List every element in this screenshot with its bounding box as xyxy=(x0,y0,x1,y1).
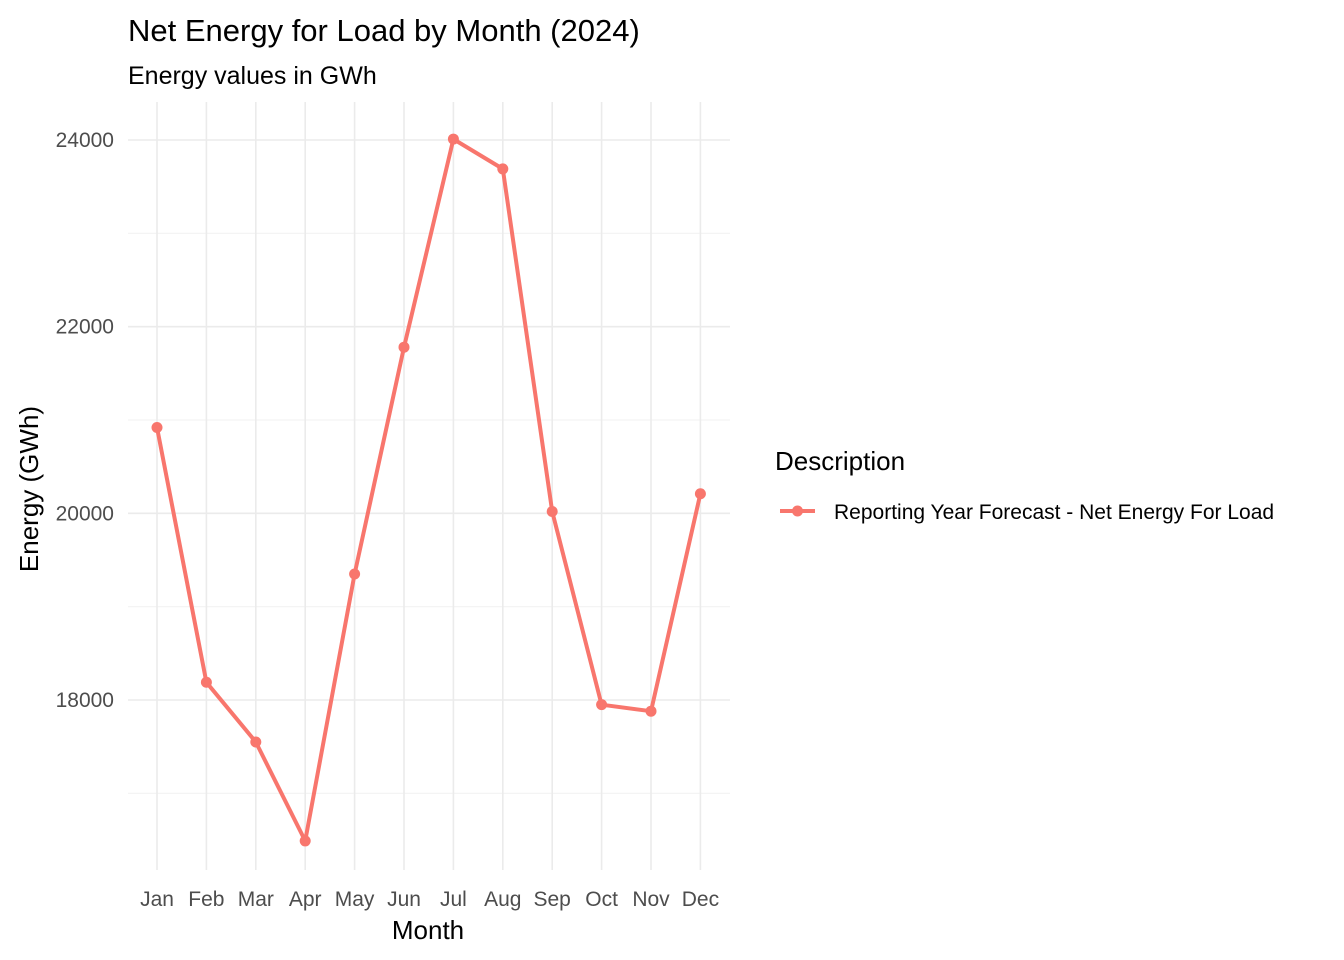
plot-grid xyxy=(128,102,730,870)
data-point xyxy=(200,676,212,688)
y-tick-label: 22000 xyxy=(56,316,114,339)
legend-label: Reporting Year Forecast - Net Energy For… xyxy=(834,501,1274,524)
data-point xyxy=(546,505,558,517)
data-point xyxy=(151,421,163,433)
data-point xyxy=(497,163,509,175)
chart-subtitle: Energy values in GWh xyxy=(128,62,377,90)
x-axis-title: Month xyxy=(392,915,464,945)
data-point xyxy=(299,835,311,847)
data-point xyxy=(250,736,262,748)
y-tick-labels: 18000 20000 22000 24000 xyxy=(56,129,114,712)
data-point xyxy=(398,341,410,353)
legend: Description Reporting Year Forecast - Ne… xyxy=(775,446,1274,524)
data-point xyxy=(694,488,706,500)
series-line xyxy=(155,137,703,843)
data-point xyxy=(645,705,657,717)
series-layer xyxy=(151,133,706,847)
data-point xyxy=(447,133,459,145)
x-tick-label: May xyxy=(335,888,375,911)
legend-key-point xyxy=(792,505,803,517)
x-tick-label: Mar xyxy=(238,888,274,911)
x-tick-label: Feb xyxy=(188,888,224,911)
x-tick-label: Oct xyxy=(585,888,618,911)
data-point xyxy=(349,568,361,580)
x-tick-labels: Jan Feb Mar Apr May Jun Jul Aug Sep Oct Nov Dec xyxy=(140,888,719,911)
x-tick-label: Nov xyxy=(632,888,670,911)
y-tick-label: 18000 xyxy=(56,689,114,712)
y-tick-label: 24000 xyxy=(56,129,114,152)
legend-title: Description xyxy=(775,446,905,476)
y-axis-title: Energy (GWh) xyxy=(14,406,44,572)
x-tick-label: Sep xyxy=(534,888,571,911)
chart-title: Net Energy for Load by Month (2024) xyxy=(128,13,640,48)
x-tick-label: Dec xyxy=(682,888,719,911)
y-tick-label: 20000 xyxy=(56,502,114,525)
x-tick-label: Jun xyxy=(387,888,421,911)
x-tick-label: Jul xyxy=(440,888,467,911)
data-point xyxy=(596,699,608,711)
x-tick-label: Aug xyxy=(484,888,521,911)
legend-key xyxy=(780,505,815,517)
x-tick-label: Apr xyxy=(289,888,322,911)
x-tick-label: Jan xyxy=(140,888,174,911)
